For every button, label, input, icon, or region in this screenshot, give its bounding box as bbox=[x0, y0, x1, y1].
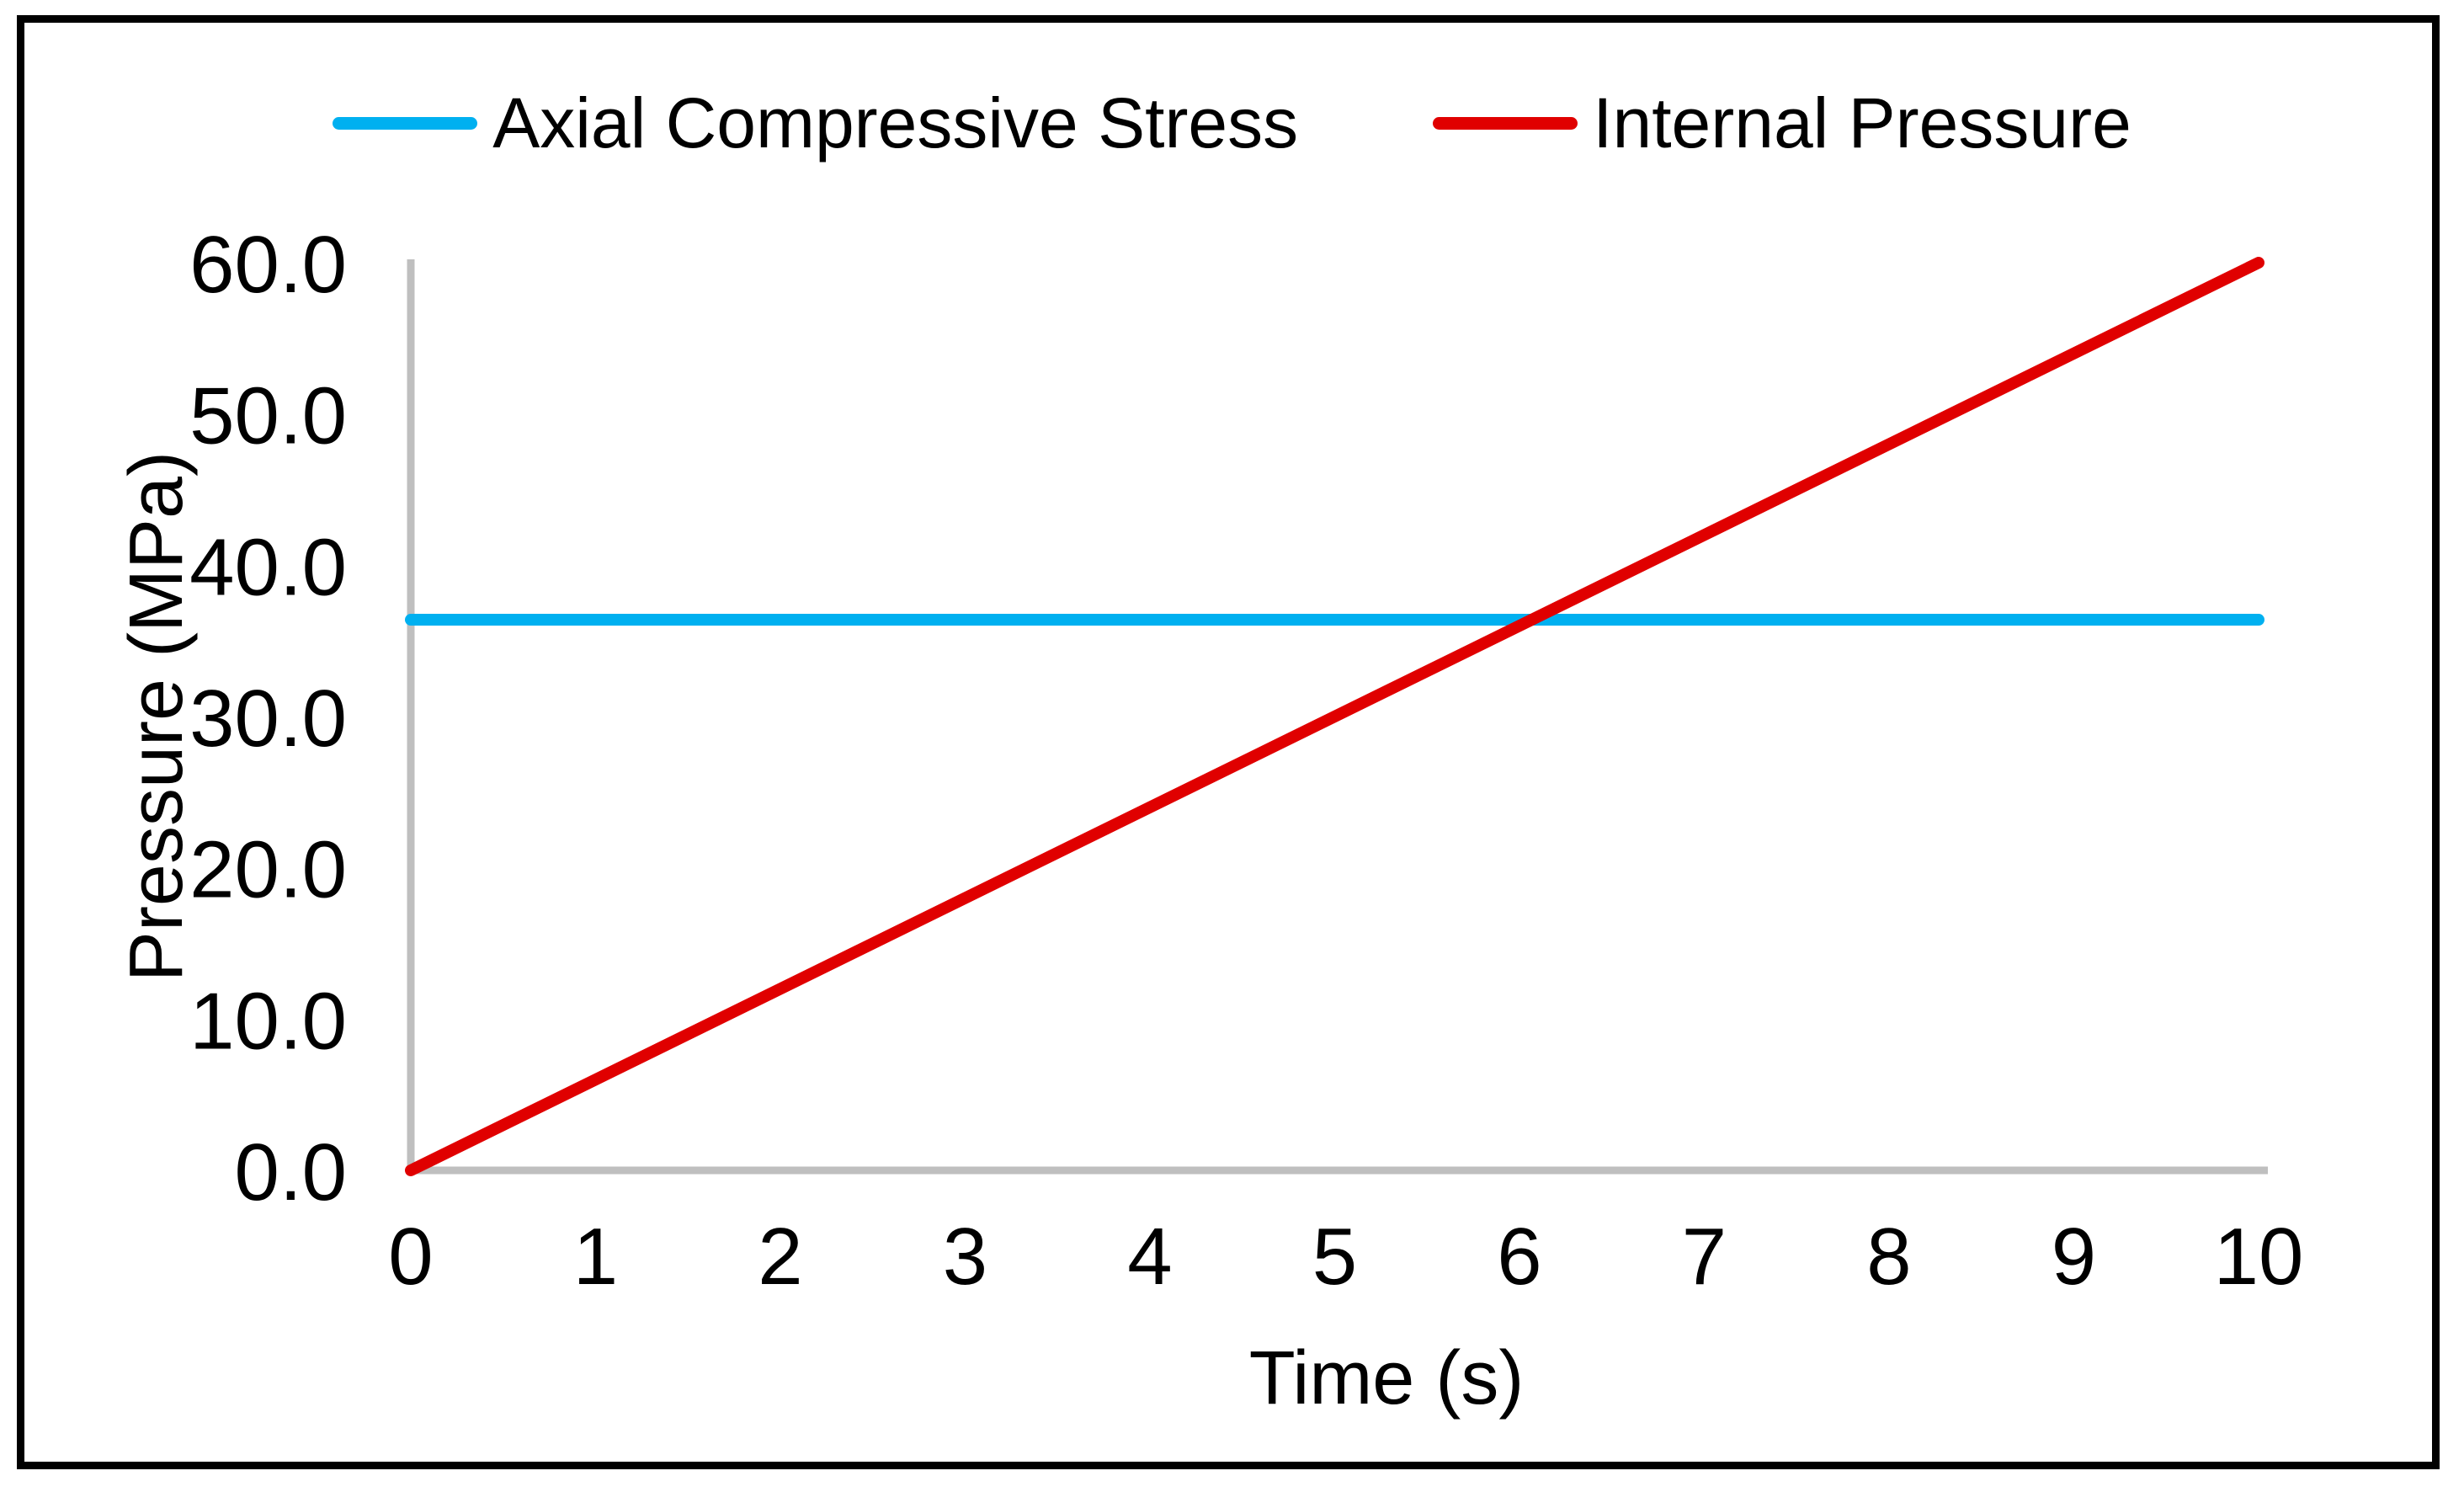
y-tick-label: 40.0 bbox=[189, 522, 347, 612]
x-tick-label: 4 bbox=[1127, 1212, 1172, 1302]
x-tick-label: 7 bbox=[1682, 1212, 1727, 1302]
y-tick-label: 60.0 bbox=[189, 220, 347, 310]
series-line-internal-pressure bbox=[405, 257, 2264, 1176]
legend-label-internal-pressure: Internal Pressure bbox=[1593, 83, 2131, 163]
y-axis-title: Pressure (MPa) bbox=[114, 450, 199, 983]
x-tick-label: 3 bbox=[943, 1212, 987, 1302]
x-tick-label: 0 bbox=[388, 1212, 433, 1302]
legend: Axial Compressive Stress Internal Pressu… bbox=[0, 84, 2464, 162]
legend-label-axial-compressive-stress: Axial Compressive Stress bbox=[492, 83, 1299, 163]
x-tick-label: 10 bbox=[2214, 1212, 2304, 1302]
x-tick-label: 1 bbox=[573, 1212, 618, 1302]
y-tick-label: 20.0 bbox=[189, 825, 347, 915]
chart-frame-border bbox=[17, 15, 2440, 1469]
x-tick-label: 9 bbox=[2052, 1212, 2096, 1302]
legend-item-axial-compressive-stress: Axial Compressive Stress bbox=[333, 84, 1298, 162]
x-tick-label: 6 bbox=[1497, 1212, 1541, 1302]
x-axis-title: Time (s) bbox=[1248, 1336, 1525, 1420]
x-tick-label: 2 bbox=[758, 1212, 802, 1302]
legend-swatch-axial-icon bbox=[333, 116, 478, 130]
x-tick-label: 5 bbox=[1312, 1212, 1357, 1302]
legend-swatch-internal-pressure-icon bbox=[1433, 116, 1578, 130]
y-tick-label: 30.0 bbox=[189, 674, 347, 764]
x-tick-label: 8 bbox=[1866, 1212, 1911, 1302]
y-tick-label: 50.0 bbox=[189, 371, 347, 461]
legend-item-internal-pressure: Internal Pressure bbox=[1433, 84, 2131, 162]
y-tick-label: 0.0 bbox=[235, 1127, 347, 1218]
y-tick-label: 10.0 bbox=[189, 976, 347, 1066]
